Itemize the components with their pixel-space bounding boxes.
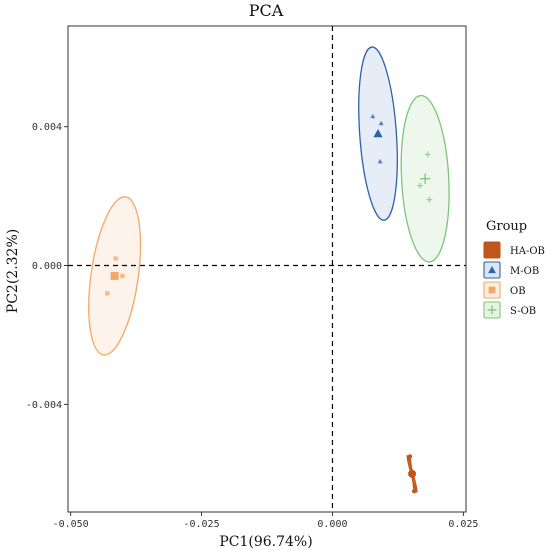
point-s-ob-1 — [417, 182, 423, 189]
legend: Group HA-OB M-OB OB S-OB — [483, 219, 545, 319]
y-tick-label-0: -0.004 — [26, 400, 62, 411]
point-ob-2 — [105, 291, 110, 296]
point-ha-ob-2 — [411, 488, 417, 494]
plot-area — [68, 26, 466, 512]
centroid-s-ob — [419, 173, 431, 184]
point-m-ob-1 — [378, 120, 384, 126]
x-tick-label-3: 0.025 — [448, 519, 478, 530]
legend-marker-s-ob — [487, 305, 497, 315]
point-m-ob-2 — [377, 158, 383, 164]
y-axis-label: PC2(2.32%) — [5, 229, 21, 313]
y-tick-label-1: 0.000 — [32, 261, 62, 272]
x-tick-label-0: -0.050 — [53, 519, 89, 530]
chart-title: PCA — [249, 1, 284, 20]
x-axis-label: PC1(96.74%) — [219, 534, 312, 550]
point-ob-1 — [120, 273, 125, 279]
centroid-ob — [110, 271, 119, 280]
point-s-ob-0 — [424, 151, 431, 158]
legend-label-m-ob: M-OB — [510, 266, 539, 277]
centroid-ha-ob — [408, 469, 417, 478]
axes: -0.050 -0.025 0.000 0.025 -0.004 0.000 0.004 — [26, 25, 478, 530]
legend-marker-m-ob — [488, 266, 496, 274]
point-ha-ob-0 — [407, 454, 413, 459]
legend-marker-ha-ob — [488, 246, 496, 254]
x-tick-label-1: -0.025 — [183, 519, 219, 530]
y-tick-label-2: 0.004 — [32, 122, 62, 133]
centroid-m-ob — [373, 129, 383, 138]
plot-border — [67, 25, 467, 513]
point-m-ob-0 — [370, 113, 376, 119]
legend-marker-ob — [488, 286, 496, 294]
point-s-ob-2 — [426, 196, 433, 203]
legend-label-s-ob: S-OB — [510, 306, 536, 317]
point-ob-0 — [113, 256, 118, 261]
x-tick-label-2: 0.000 — [317, 519, 347, 530]
legend-label-ha-ob: HA-OB — [510, 246, 545, 257]
legend-title: Group — [486, 219, 527, 234]
legend-label-ob: OB — [510, 286, 526, 297]
